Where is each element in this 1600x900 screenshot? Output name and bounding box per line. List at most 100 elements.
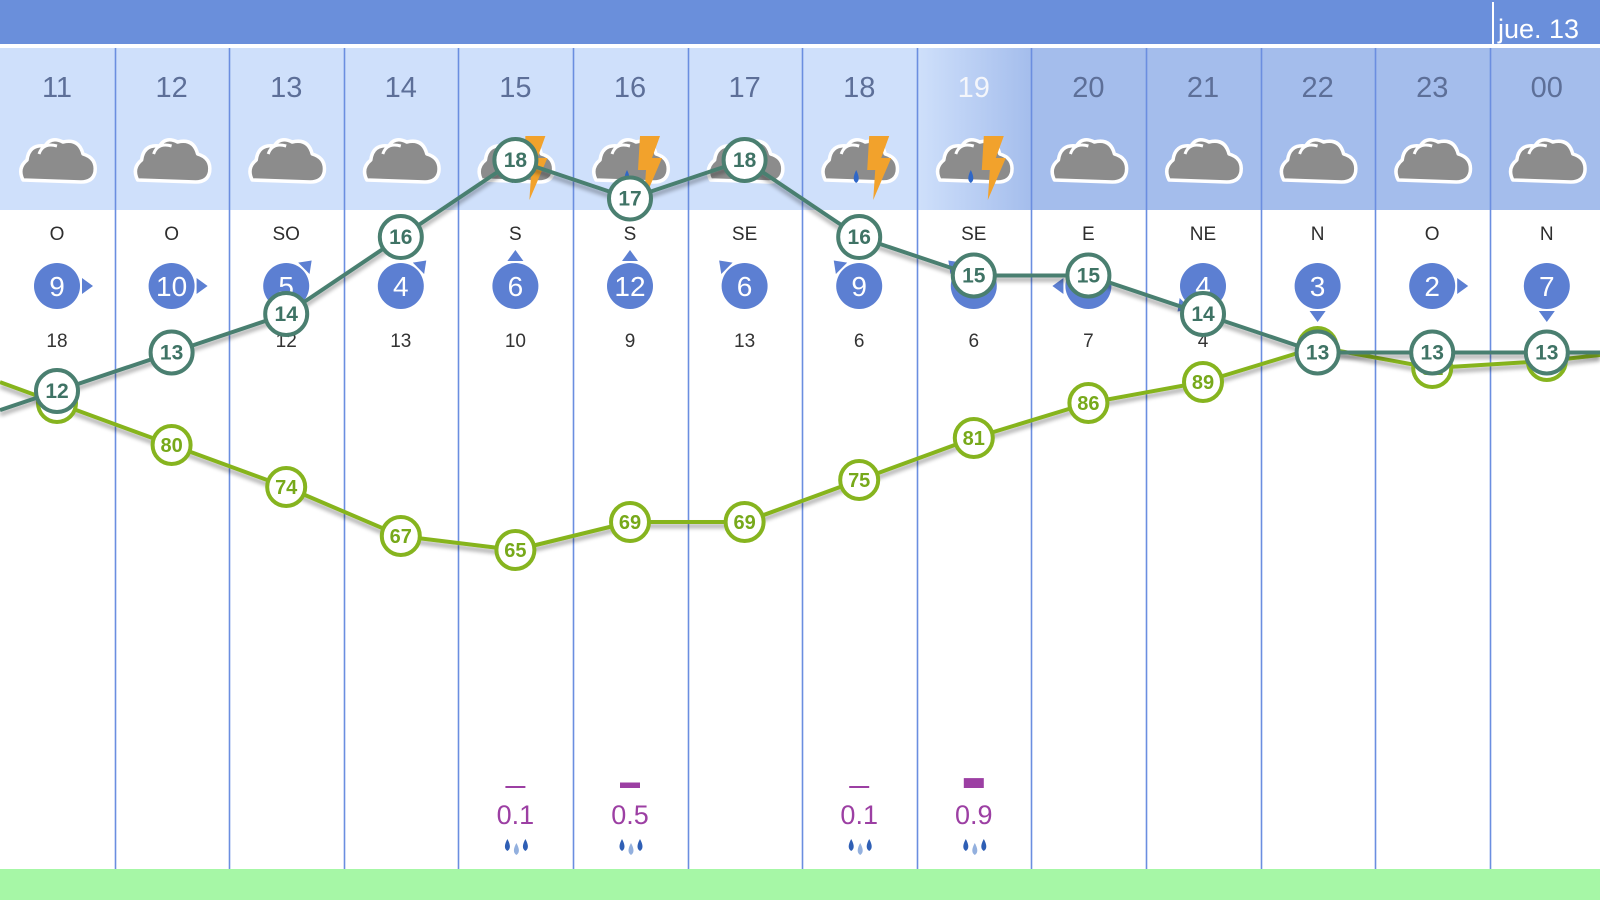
- wind-gust-value: 13: [734, 331, 755, 352]
- temperature-point[interactable]: [1409, 329, 1456, 376]
- icon-band: [0, 48, 1600, 210]
- cloud-highlight: [1298, 143, 1319, 155]
- rain-drop: [968, 170, 974, 183]
- temperature-point[interactable]: [263, 291, 310, 337]
- icon-band-cell: [114, 48, 230, 210]
- wind-direction-arrow: [1309, 311, 1326, 322]
- precipitation-value: 0.1: [840, 800, 878, 830]
- hour-label: 20: [1072, 72, 1104, 104]
- temperature-point[interactable]: [607, 175, 653, 222]
- wind-speed-badge[interactable]: 12: [607, 250, 653, 309]
- wind-speed-circle: [607, 263, 653, 309]
- wind-gust-value: 9: [625, 331, 636, 352]
- icon-band-cell: [1489, 48, 1600, 210]
- wind-speed-value: 9: [49, 271, 65, 302]
- temperature-value-label: 15: [1077, 265, 1101, 288]
- humidity-value-label: 86: [1077, 393, 1099, 415]
- rain-drop: [853, 170, 859, 183]
- wind-direction-label: O: [164, 224, 179, 245]
- wind-speed-value: 2: [1424, 271, 1440, 302]
- humidity-value-label: 80: [160, 435, 182, 457]
- temperature-point[interactable]: [377, 214, 424, 260]
- wind-speed-badge[interactable]: 9: [833, 260, 883, 309]
- temperature-point[interactable]: [1294, 329, 1341, 376]
- wind-speed-badge[interactable]: 2: [1409, 263, 1469, 309]
- temperature-value-label: 13: [1535, 342, 1558, 365]
- temperature-value-label: 16: [389, 226, 412, 249]
- humidity-point[interactable]: [609, 501, 651, 543]
- thunderstorm-icon: [935, 136, 1014, 200]
- humidity-point[interactable]: [150, 424, 193, 466]
- cloud-icon: [1165, 138, 1243, 184]
- cloud-highlight: [954, 143, 975, 155]
- lightning-bolt: [981, 136, 1006, 200]
- precipitation-value: 0.1: [497, 800, 535, 830]
- temperature-value-label: 13: [1421, 342, 1444, 365]
- wind-direction-arrow: [622, 250, 638, 261]
- temperature-points: 12 13 14 16 18 17 18 16 15 15 14 13 13 13: [34, 137, 1570, 414]
- rain-drops-icon: [848, 839, 872, 855]
- humidity-point[interactable]: [1182, 361, 1224, 403]
- rain-drops-icon: [963, 839, 987, 855]
- humidity-point[interactable]: [494, 529, 537, 571]
- precipitation-row: 0.1 0.5 0.1 0.9: [497, 778, 993, 855]
- icon-band-cell: [1031, 48, 1147, 210]
- day-label[interactable]: jue. 13: [1498, 14, 1580, 44]
- wind-speed-circle: [1523, 263, 1570, 309]
- hour-label: 23: [1416, 72, 1448, 104]
- rain-drops-icon: [504, 839, 528, 855]
- temperature-point[interactable]: [950, 252, 997, 299]
- wind-speed-badge[interactable]: 6: [492, 250, 539, 309]
- humidity-value-label: 89: [1192, 372, 1214, 394]
- wind-speed-value: 3: [1310, 271, 1326, 302]
- wind-speed-badge[interactable]: 3: [1294, 263, 1341, 322]
- precipitation-cell: 0.1: [840, 786, 878, 855]
- temperature-point[interactable]: [1180, 291, 1226, 337]
- temperature-point[interactable]: [836, 214, 883, 260]
- humidity-value-label: 69: [733, 512, 755, 534]
- wind-direction-arrow: [833, 260, 848, 274]
- wind-speed-badge[interactable]: 4: [377, 260, 427, 309]
- wind-speed-circle: [836, 263, 883, 309]
- temperature-point[interactable]: [1065, 252, 1112, 299]
- humidity-line: [0, 345, 1600, 552]
- icon-band-cell: [0, 48, 116, 210]
- humidity-point[interactable]: [1067, 382, 1110, 424]
- hour-label: 17: [728, 72, 760, 104]
- wind-speed-badge[interactable]: 9: [34, 263, 93, 309]
- temperature-point[interactable]: [492, 137, 539, 183]
- wind-direction-label: SO: [272, 224, 299, 245]
- cloud-highlight: [1183, 143, 1204, 155]
- temperature-point[interactable]: [721, 137, 768, 183]
- temperature-point[interactable]: [34, 368, 80, 414]
- temperature-point[interactable]: [148, 329, 195, 376]
- temperature-value-label: 12: [45, 380, 68, 403]
- humidity-value-label: 74: [275, 477, 298, 499]
- wind-speed-circle: [1409, 263, 1456, 309]
- cloud-icon: [362, 138, 441, 184]
- humidity-point[interactable]: [379, 515, 422, 557]
- temperature-value-label: 14: [1191, 303, 1215, 326]
- wind-speed-badge[interactable]: 7: [1523, 263, 1570, 322]
- humidity-point[interactable]: [952, 417, 995, 459]
- temperature-value-label: 18: [733, 149, 757, 172]
- wind-direction-arrow: [82, 278, 93, 294]
- temperature-point[interactable]: [1523, 329, 1570, 376]
- wind-speed-badge[interactable]: 6: [719, 260, 768, 309]
- cloud-icon: [19, 138, 97, 184]
- cloud-icon: [1394, 138, 1473, 184]
- hour-label: 19: [958, 72, 990, 104]
- wind-row: O9O10SO5SO4S6S12SE6SE9SE4E4NE4N3O2N71810…: [34, 224, 1570, 352]
- humidity-value-label: 69: [619, 512, 641, 534]
- wind-gust-value: 13: [390, 331, 411, 352]
- wind-direction-arrow: [1052, 278, 1064, 294]
- humidity-point[interactable]: [723, 501, 766, 543]
- wind-direction-label: N: [1311, 224, 1325, 245]
- wind-speed-badge[interactable]: 10: [148, 263, 208, 309]
- bottom-status-band: [0, 869, 1600, 900]
- humidity-point[interactable]: [838, 459, 881, 501]
- wind-speed-value: 9: [851, 271, 867, 302]
- temperature-value-label: 13: [1306, 342, 1329, 365]
- hour-label: 13: [270, 72, 302, 104]
- humidity-point[interactable]: [265, 466, 308, 508]
